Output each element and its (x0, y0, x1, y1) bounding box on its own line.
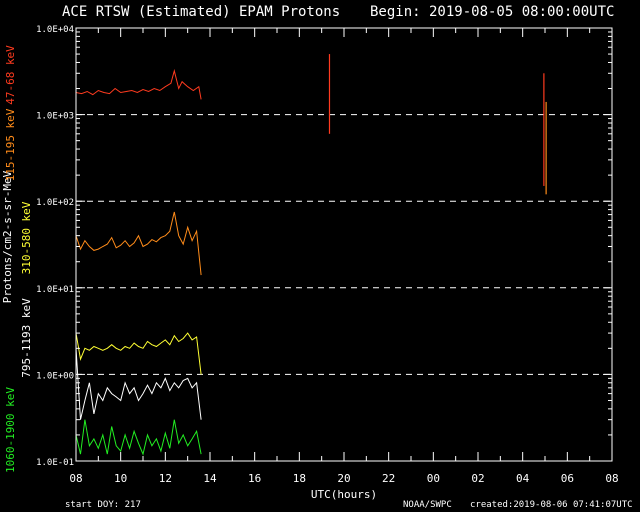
legend-1060-1900: 1060-1900 keV (4, 387, 17, 473)
legend-795-1193: 795-1193 keV (20, 298, 33, 378)
y-tick-label: 1.0E+01 (36, 285, 74, 295)
x-axis-ticks: 08 10 12 14 16 18 20 22 00 02 04 06 08 (69, 28, 619, 485)
begin-label: Begin: 2019-08-05 08:00:00UTC (370, 4, 614, 20)
x-tick-label: 10 (114, 472, 127, 485)
y-axis-label: Protons/cm2-s-sr-MeV (1, 170, 14, 303)
legend-310-580: 310-580 keV (20, 201, 33, 274)
series-line-0 (75, 68, 202, 100)
y-axis-ticks: 1.0E+04 1.0E+03 1.0E+02 1.0E+01 1.0E+00 1.0E-… (36, 25, 612, 468)
chart-title: ACE RTSW (Estimated) EPAM Protons (62, 4, 340, 20)
x-tick-label: 08 (605, 472, 618, 485)
y-tick-label: 1.0E+04 (36, 25, 74, 35)
x-tick-label: 02 (471, 472, 484, 485)
series-line-4 (75, 419, 202, 456)
x-tick-label: 04 (516, 472, 530, 485)
series-line-3 (75, 348, 202, 420)
x-tick-label: 12 (159, 472, 172, 485)
start-doy: start DOY: 217 (65, 500, 141, 510)
x-tick-label: 18 (293, 472, 306, 485)
x-tick-label: 16 (248, 472, 261, 485)
y-tick-label: 1.0E+00 (36, 371, 74, 381)
y-tick-label: 1.0E-01 (36, 458, 74, 468)
created-timestamp: created:2019-08-06 07:41:07UTC (470, 500, 633, 510)
x-tick-label: 20 (337, 472, 350, 485)
legend-47-68: 47-68 keV (4, 45, 17, 105)
gridlines (76, 114, 612, 375)
x-tick-label: 00 (427, 472, 440, 485)
source-label: NOAA/SWPC (403, 500, 452, 510)
x-tick-label: 08 (69, 472, 82, 485)
series-line-1 (75, 211, 202, 276)
x-tick-label: 14 (203, 472, 217, 485)
series-line-2 (75, 332, 202, 375)
plot-spikes (328, 54, 547, 195)
y-tick-label: 1.0E+02 (36, 198, 74, 208)
x-tick-label: 06 (561, 472, 574, 485)
plot-series (75, 68, 202, 456)
x-axis-label: UTC(hours) (311, 488, 377, 501)
legend-115-195: 115-195 keV (4, 108, 17, 181)
y-tick-label: 1.0E+03 (36, 112, 74, 122)
x-tick-label: 22 (382, 472, 395, 485)
